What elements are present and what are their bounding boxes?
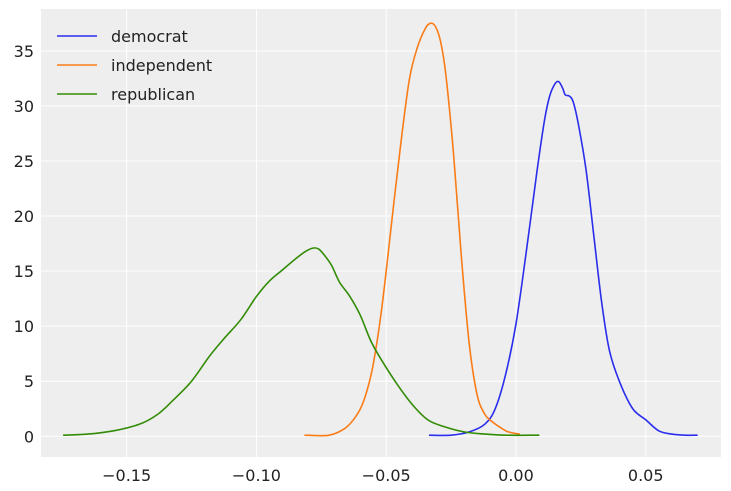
y-tick-label: 30 <box>14 97 34 116</box>
legend-label-democrat: democrat <box>111 27 188 46</box>
y-axis-ticks: 0 5 10 15 20 25 30 35 <box>14 42 34 446</box>
series-line-democrat <box>429 80 698 437</box>
series-line-republican <box>63 247 540 437</box>
y-tick-label: 10 <box>14 317 34 336</box>
legend-label-republican: republican <box>111 85 195 104</box>
gridlines <box>41 9 721 457</box>
series-lines <box>63 22 698 437</box>
y-tick-label: 35 <box>14 42 34 61</box>
x-tick-label: 0.05 <box>628 466 664 485</box>
plot-area <box>41 9 721 457</box>
y-tick-label: 5 <box>24 372 34 391</box>
y-tick-label: 25 <box>14 152 34 171</box>
series-line-independent <box>304 22 520 437</box>
legend-label-independent: independent <box>111 56 212 75</box>
y-tick-label: 0 <box>24 427 34 446</box>
legend: democrat independent republican <box>57 27 212 104</box>
x-axis-ticks: −0.15 −0.10 −0.05 0.00 0.05 <box>102 466 663 485</box>
x-tick-label: −0.05 <box>362 466 411 485</box>
y-tick-label: 15 <box>14 262 34 281</box>
y-tick-label: 20 <box>14 207 34 226</box>
x-tick-label: −0.10 <box>232 466 281 485</box>
x-tick-label: 0.00 <box>498 466 534 485</box>
x-tick-label: −0.15 <box>102 466 151 485</box>
